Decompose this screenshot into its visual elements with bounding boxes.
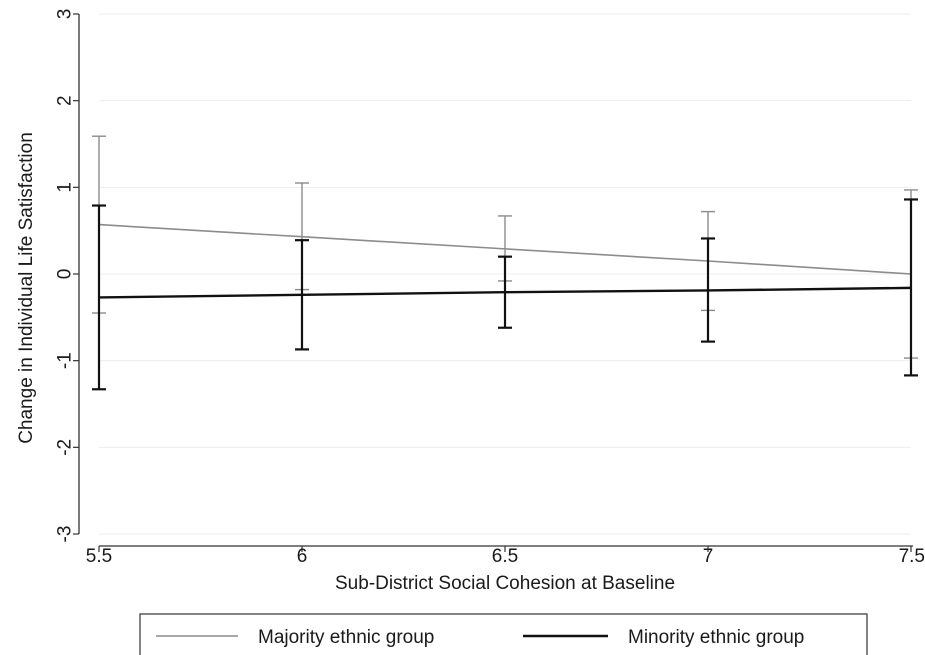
series-line <box>98 223 912 275</box>
y-tick-label: -2 <box>55 439 76 456</box>
y-tick-label: 2 <box>55 95 76 106</box>
x-tick-label: 6 <box>297 546 308 567</box>
x-axis-title: Sub-District Social Cohesion at Baseline <box>335 573 675 594</box>
series-layer <box>92 135 918 391</box>
y-tick-label: 1 <box>55 182 76 193</box>
y-axis-ticks: -3 -2 -1 0 1 2 3 <box>55 9 79 543</box>
series-minority <box>92 198 918 391</box>
y-axis-title: Change in Individual Life Satisfaction <box>16 132 37 444</box>
y-tick-label: -1 <box>55 352 76 369</box>
legend: Majority ethnic group Minority ethnic gr… <box>139 613 868 655</box>
y-tick-label: 3 <box>55 9 76 20</box>
x-tick-label: 5.5 <box>86 546 112 567</box>
legend-label-majority: Majority ethnic group <box>258 627 434 648</box>
y-tick-label: 0 <box>55 269 76 280</box>
x-axis-ticks: 5.5 6 6.5 7 7.5 <box>86 546 925 567</box>
series-line <box>98 286 912 299</box>
x-tick-label: 7.5 <box>899 546 925 567</box>
legend-label-minority: Minority ethnic group <box>628 627 804 648</box>
legend-box <box>139 613 868 655</box>
y-tick-label: -3 <box>55 526 76 543</box>
x-tick-label: 6.5 <box>492 546 518 567</box>
x-tick-label: 7 <box>703 546 714 567</box>
grid-lines <box>99 13 911 535</box>
